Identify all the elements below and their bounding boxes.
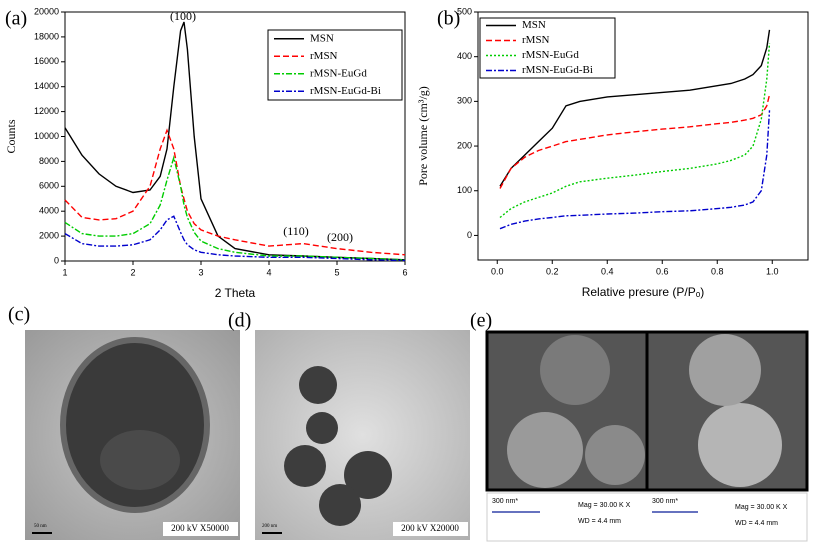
- legend-box: [267, 29, 403, 101]
- mag: Mag = 30.00 K X: [578, 502, 631, 509]
- panel-label: (a): [5, 8, 27, 30]
- series-line: [64, 215, 406, 262]
- scale-label: 300 nm*: [492, 498, 518, 505]
- info-bar: [486, 492, 808, 542]
- y-tick-label: 20000: [34, 6, 59, 16]
- y-tick-label: 500: [457, 6, 472, 16]
- legend-box: [479, 17, 616, 79]
- y-tick-label: 6000: [39, 181, 59, 191]
- series-line: [499, 43, 771, 219]
- panel-label: (e): [470, 310, 492, 332]
- y-tick-label: 200: [457, 140, 472, 150]
- particle: [585, 425, 645, 485]
- panel-label: (d): [228, 310, 251, 332]
- y-tick-label: 100: [457, 185, 472, 195]
- x-tick-label: 0.8: [711, 266, 724, 276]
- y-tick-label: 12000: [34, 106, 59, 116]
- x-tick-label: 1: [62, 267, 67, 277]
- series-line: [64, 128, 406, 256]
- tem-image: [255, 330, 470, 540]
- x-tick-label: 0.6: [656, 266, 669, 276]
- y-tick-label: 18000: [34, 31, 59, 41]
- x-tick-label: 2: [130, 267, 135, 277]
- x-tick-label: 0.4: [601, 266, 614, 276]
- particle: [284, 445, 326, 487]
- particle: [698, 403, 782, 487]
- legend-label: rMSN-EuGd: [522, 49, 579, 61]
- x-tick-label: 4: [266, 267, 271, 277]
- particle: [299, 366, 337, 404]
- legend-label: rMSN: [310, 50, 338, 62]
- caption: 200 kV X50000: [171, 523, 229, 533]
- series-line: [499, 94, 771, 189]
- particle: [319, 484, 361, 526]
- y-tick-label: 10000: [34, 131, 59, 141]
- legend-label: rMSN-EuGd-Bi: [522, 64, 593, 76]
- particle-shade: [100, 430, 180, 490]
- wd: WD = 4.4 mm: [735, 520, 778, 527]
- x-axis-label: Relative presure (P/Pₒ): [582, 285, 705, 299]
- particle: [507, 412, 583, 488]
- caption: 200 kV X20000: [401, 523, 459, 533]
- annotation: (110): [283, 224, 309, 238]
- series-line: [64, 155, 406, 261]
- series-line: [499, 29, 771, 187]
- x-tick-label: 1.0: [766, 266, 779, 276]
- caption-box: [163, 522, 238, 536]
- wd: WD = 4.4 mm: [578, 518, 621, 525]
- particle: [689, 334, 761, 406]
- scale-label: 200 nm: [262, 524, 277, 529]
- plot-frame: [477, 11, 809, 261]
- legend-label: MSN: [310, 32, 334, 44]
- y-tick-label: 8000: [39, 156, 59, 166]
- legend-label: rMSN-EuGd-Bi: [310, 85, 381, 97]
- x-axis-label: 2 Theta: [215, 286, 256, 300]
- legend-label: MSN: [522, 19, 546, 31]
- y-tick-label: 0: [467, 230, 472, 240]
- x-tick-label: 6: [402, 267, 407, 277]
- x-tick-label: 0.0: [491, 266, 504, 276]
- caption-box: [393, 522, 468, 536]
- y-tick-label: 0: [54, 255, 59, 265]
- x-tick-label: 3: [198, 267, 203, 277]
- legend-label: rMSN: [522, 34, 550, 46]
- annotation: (200): [327, 230, 353, 244]
- particle: [306, 412, 338, 444]
- y-axis-label: Pore volume (cm³/g): [416, 86, 430, 186]
- x-tick-label: 0.2: [546, 266, 559, 276]
- y-tick-label: 400: [457, 51, 472, 61]
- series-line: [499, 110, 771, 230]
- y-axis-label: Counts: [4, 119, 18, 153]
- y-tick-label: 2000: [39, 230, 59, 240]
- y-tick-label: 14000: [34, 81, 59, 91]
- legend-label: rMSN-EuGd: [310, 67, 367, 79]
- particle: [540, 335, 610, 405]
- series-line: [64, 21, 406, 261]
- panel-label: (c): [8, 304, 30, 326]
- particle: [344, 451, 392, 499]
- y-tick-label: 16000: [34, 56, 59, 66]
- mag: Mag = 30.00 K X: [735, 504, 788, 511]
- y-tick-label: 4000: [39, 206, 59, 216]
- annotation: (100): [170, 9, 196, 23]
- scale-label: 50 nm: [34, 524, 47, 529]
- panel-label: (b): [437, 8, 460, 30]
- y-tick-label: 300: [457, 96, 472, 106]
- x-tick-label: 5: [334, 267, 339, 277]
- scale-label: 300 nm*: [652, 498, 678, 505]
